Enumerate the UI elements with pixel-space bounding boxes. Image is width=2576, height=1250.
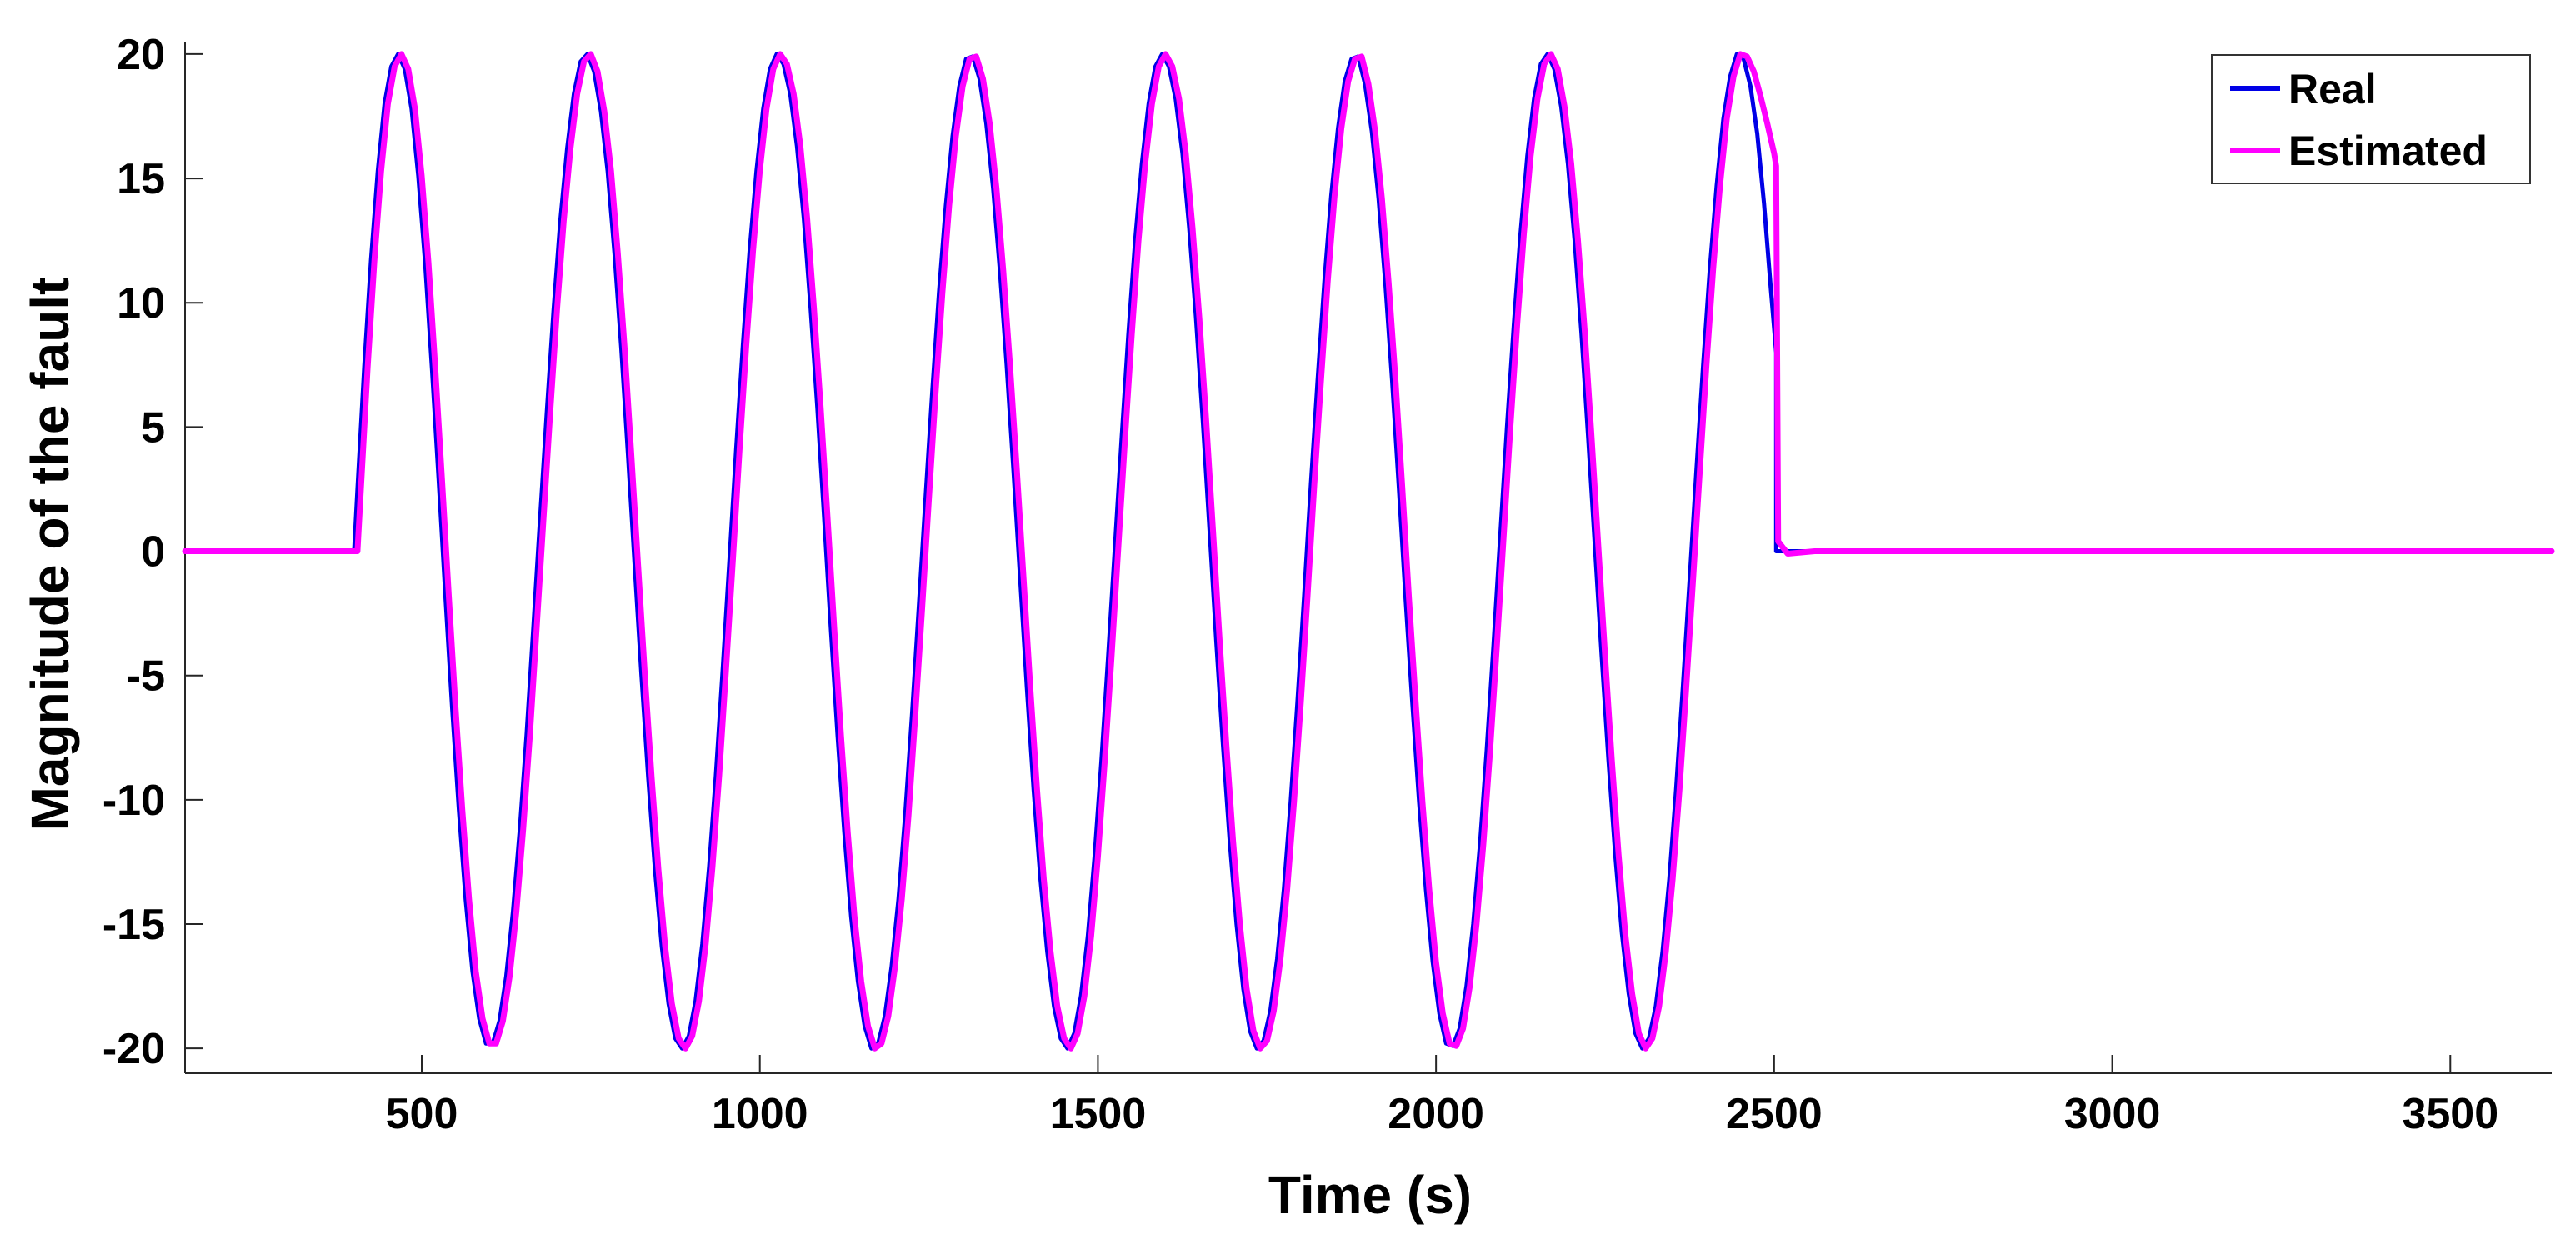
x-tick-label: 2500 xyxy=(1726,1090,1823,1138)
legend: Real Estimated xyxy=(2211,54,2531,184)
y-tick-label: 0 xyxy=(141,528,165,577)
series-layer xyxy=(182,51,2555,1052)
y-tick-label: -15 xyxy=(103,901,165,949)
y-tick-label: 20 xyxy=(117,31,165,79)
legend-label-estimated: Estimated xyxy=(2288,128,2488,174)
y-tick-label: -10 xyxy=(103,777,165,825)
legend-box xyxy=(2211,54,2531,184)
x-tick-label: 3500 xyxy=(2402,1090,2498,1138)
legend-label-real: Real xyxy=(2288,66,2377,112)
y-tick-label: -20 xyxy=(103,1025,165,1073)
x-tick-label: 1000 xyxy=(712,1090,808,1138)
y-tick-label: 5 xyxy=(141,403,165,452)
x-tick-label: 3000 xyxy=(2064,1090,2161,1138)
y-tick-label: 15 xyxy=(117,155,165,203)
x-axis-title: Time (s) xyxy=(1268,1165,1472,1225)
x-tick-label: 2000 xyxy=(1388,1090,1484,1138)
y-tick-label: 10 xyxy=(117,279,165,328)
axes: 500 1000 1500 2000 2500 3000 3500 20 15 10 5 0 -5 -10… xyxy=(103,31,2552,1138)
y-axis-title: Magnitude of the fault xyxy=(20,278,80,832)
x-tick-label: 1500 xyxy=(1050,1090,1147,1138)
y-tick-label: -5 xyxy=(127,652,165,701)
x-tick-label: 500 xyxy=(386,1090,458,1138)
series-line-estimated xyxy=(182,51,2555,1052)
